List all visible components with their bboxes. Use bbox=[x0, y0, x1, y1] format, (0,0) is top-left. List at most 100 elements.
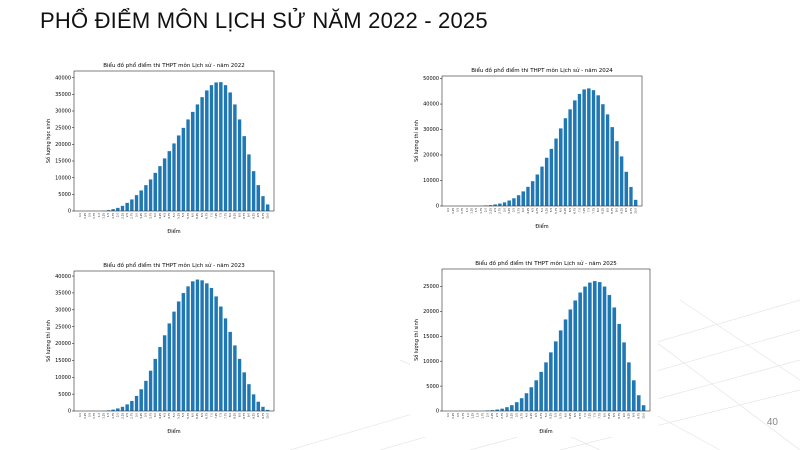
x-tick-label: 7.25 bbox=[214, 213, 218, 219]
x-tick-label: 9.25 bbox=[251, 213, 255, 219]
bar bbox=[563, 117, 568, 207]
bar bbox=[572, 100, 577, 207]
bar bbox=[115, 207, 120, 212]
bar bbox=[619, 156, 624, 207]
bar bbox=[190, 111, 195, 212]
bar bbox=[246, 383, 251, 412]
x-tick-label: 4.25 bbox=[529, 413, 533, 419]
bar bbox=[577, 93, 582, 207]
y-tick-label: 0 bbox=[436, 204, 439, 210]
chart: Biểu đồ phổ điểm thi THPT môn Lịch sử - … bbox=[42, 57, 282, 237]
bar bbox=[157, 346, 162, 412]
bar bbox=[610, 126, 615, 207]
y-axis-label: Số lượng thí sinh bbox=[413, 120, 420, 162]
x-tick-label: 0.75 bbox=[460, 208, 464, 214]
bar bbox=[591, 89, 596, 207]
y-tick-label: 10000 bbox=[55, 175, 71, 181]
bar bbox=[120, 205, 125, 212]
page-number: 40 bbox=[766, 417, 778, 428]
bar bbox=[181, 127, 186, 212]
bar bbox=[134, 395, 139, 412]
x-tick-label: 8.5 bbox=[605, 208, 609, 212]
bar bbox=[115, 408, 120, 412]
x-tick-label: 4.75 bbox=[167, 213, 171, 219]
bar bbox=[237, 358, 242, 412]
x-tick-label: 3.0 bbox=[505, 413, 509, 417]
bar bbox=[265, 204, 270, 212]
bar bbox=[516, 194, 521, 207]
x-tick-label: 3.5 bbox=[144, 213, 148, 217]
bar bbox=[600, 103, 605, 207]
x-tick-label: 0.25 bbox=[451, 413, 455, 419]
x-tick-label: 2.0 bbox=[116, 413, 120, 417]
x-tick-label: 6.5 bbox=[200, 413, 204, 417]
y-tick-label: 30000 bbox=[423, 127, 439, 133]
x-tick-label: 9.75 bbox=[261, 413, 265, 419]
x-tick-label: 8.75 bbox=[242, 213, 246, 219]
bar bbox=[228, 92, 233, 212]
x-tick-label: 6.5 bbox=[573, 413, 577, 417]
bar bbox=[633, 199, 638, 207]
y-tick-label: 30000 bbox=[55, 307, 71, 313]
y-tick-label: 40000 bbox=[423, 102, 439, 108]
chart-title: Biểu đồ phổ điểm thi THPT môn Lịch sử - … bbox=[475, 259, 617, 267]
bar bbox=[529, 386, 534, 412]
y-tick-label: 20000 bbox=[423, 153, 439, 159]
bar bbox=[143, 184, 148, 212]
bar bbox=[148, 179, 153, 212]
y-tick-label: 10000 bbox=[55, 375, 71, 381]
x-tick-label: 8.25 bbox=[233, 213, 237, 219]
y-tick-label: 15000 bbox=[55, 358, 71, 364]
x-tick-label: 7.75 bbox=[223, 213, 227, 219]
x-tick-label: 2.5 bbox=[125, 213, 129, 217]
x-tick-label: 7.25 bbox=[582, 208, 586, 214]
x-tick-label: 6.75 bbox=[573, 208, 577, 214]
bar bbox=[242, 135, 247, 212]
bar bbox=[554, 138, 559, 207]
x-tick-label: 1.0 bbox=[97, 213, 101, 217]
y-tick-label: 40000 bbox=[55, 75, 71, 81]
bar bbox=[563, 319, 568, 412]
x-tick-label: 4.5 bbox=[162, 213, 166, 217]
x-tick-label: 9.5 bbox=[256, 413, 260, 417]
bar bbox=[543, 362, 549, 412]
x-tick-label: 1.5 bbox=[106, 413, 110, 417]
bar bbox=[504, 406, 510, 412]
y-axis-label: Số lượng học sinh bbox=[45, 119, 52, 163]
x-tick-label: 2.0 bbox=[485, 413, 489, 417]
x-tick-label: 1.0 bbox=[97, 413, 101, 417]
x-tick-label: 9.0 bbox=[247, 413, 251, 417]
bar bbox=[125, 202, 130, 212]
bar bbox=[148, 370, 153, 412]
x-tick-label: 7.5 bbox=[219, 413, 223, 417]
x-tick-label: 9.5 bbox=[624, 208, 628, 212]
bar bbox=[256, 184, 261, 212]
y-tick-label: 0 bbox=[68, 209, 71, 215]
plot-frame bbox=[73, 70, 275, 212]
bar bbox=[260, 195, 265, 212]
bar bbox=[200, 279, 205, 412]
bar bbox=[617, 323, 622, 412]
x-tick-label: 3.0 bbox=[502, 208, 506, 212]
bar bbox=[499, 408, 505, 412]
bar bbox=[181, 292, 186, 412]
x-tick-label: 8.5 bbox=[612, 413, 616, 417]
x-tick-label: 6.5 bbox=[200, 213, 204, 217]
x-tick-label: 3.5 bbox=[512, 208, 516, 212]
x-tick-label: 2.25 bbox=[488, 208, 492, 214]
x-tick-label: 7.5 bbox=[219, 213, 223, 217]
x-tick-label: 9.0 bbox=[247, 213, 251, 217]
x-tick-label: 6.75 bbox=[205, 413, 209, 419]
x-tick-label: 3.75 bbox=[148, 213, 152, 219]
bar bbox=[502, 202, 507, 207]
bar bbox=[544, 157, 549, 207]
y-tick-label: 5000 bbox=[426, 384, 439, 390]
y-tick-label: 10000 bbox=[423, 178, 439, 184]
x-tick-label: 5.5 bbox=[181, 213, 185, 217]
x-tick-label: 5.25 bbox=[544, 208, 548, 214]
bar bbox=[524, 392, 529, 412]
y-tick-label: 35000 bbox=[55, 92, 71, 98]
x-tick-label: 0.75 bbox=[461, 413, 465, 419]
x-tick-label: 3.75 bbox=[148, 413, 152, 419]
